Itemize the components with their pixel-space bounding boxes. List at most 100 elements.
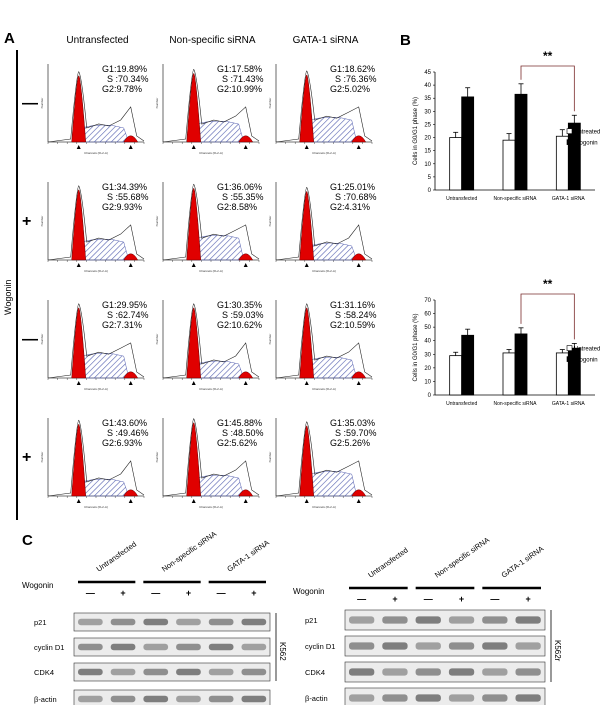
- phase-percentages: G1:17.58% S :71.43% G2:10.99%: [217, 64, 264, 94]
- bar: [555, 352, 569, 396]
- legend-label: Untreated: [574, 347, 600, 353]
- phase-percentages: G1:18.62% S :76.36% G2:5.02%: [330, 64, 377, 94]
- protein-band: [208, 668, 234, 676]
- histogram-x-label: Channels (FL2-A): [84, 151, 108, 155]
- histogram-y-label: Number: [268, 452, 272, 463]
- histogram-y-label: Number: [268, 216, 272, 227]
- histogram-x-label: Channels (FL2-A): [312, 505, 336, 509]
- treatment-label: Wogonin: [293, 587, 324, 596]
- histogram-y-label: Number: [155, 98, 159, 109]
- y-tick-label: 25: [424, 122, 431, 128]
- bar: [502, 139, 516, 191]
- protein-band: [448, 694, 475, 702]
- histogram-y-label: Number: [40, 334, 44, 345]
- protein-band: [515, 642, 541, 650]
- bar: [514, 333, 528, 396]
- protein-label: p21: [305, 616, 318, 625]
- protein-band: [78, 643, 103, 651]
- bar: [449, 137, 463, 191]
- panel-a-label: A: [4, 30, 15, 47]
- protein-band: [515, 616, 541, 624]
- protein-band: [241, 618, 267, 626]
- protein-band: [176, 668, 201, 676]
- lane-sign: +: [459, 594, 464, 604]
- y-tick-label: 0: [428, 188, 432, 194]
- protein-band: [382, 616, 408, 624]
- category-label: Non-specific siRNA: [493, 196, 537, 202]
- y-tick-label: 30: [424, 352, 431, 358]
- protein-label: p21: [34, 618, 47, 627]
- protein-band: [143, 668, 169, 676]
- phase-percentages: G1:36.06% S :55.35% G2:8.58%: [217, 182, 264, 212]
- cell-cycle-histogram: Channels (FL2-A) Number: [268, 418, 373, 509]
- histogram-x-label: Channels (FL2-A): [312, 269, 336, 273]
- protein-band: [415, 694, 441, 702]
- protein-band: [208, 643, 234, 651]
- significance-bracket: [520, 293, 575, 340]
- group-label: Untransfected: [95, 539, 138, 573]
- histogram-y-label: Number: [40, 216, 44, 227]
- cell-line-label: K562r: [553, 640, 562, 662]
- lane-sign: —: [490, 594, 499, 604]
- histogram-y-label: Number: [268, 98, 272, 109]
- protein-band: [382, 642, 408, 650]
- protein-band: [482, 668, 508, 676]
- protein-band: [78, 668, 103, 676]
- y-axis-label: Cells in G0/G1 phase (%): [413, 313, 419, 381]
- lane-sign: —: [151, 588, 160, 598]
- protein-band: [415, 616, 441, 624]
- cell-cycle-histogram: Channels (FL2-A) Number: [268, 182, 373, 273]
- lane-sign: +: [120, 588, 125, 598]
- blot-strip: [73, 637, 271, 657]
- significance-marker: **: [543, 49, 553, 63]
- protein-band: [143, 618, 169, 626]
- histogram-y-label: Number: [40, 452, 44, 463]
- lane-sign: —: [86, 588, 95, 598]
- y-tick-label: 10: [424, 162, 431, 168]
- protein-band: [208, 618, 234, 626]
- category-label: GATA-1 siRNA: [552, 196, 586, 202]
- protein-label: CDK4: [34, 668, 54, 677]
- panel-b-label: B: [400, 32, 411, 49]
- y-tick-label: 40: [424, 339, 431, 345]
- protein-band: [382, 694, 408, 702]
- bar: [514, 93, 528, 191]
- protein-band: [482, 616, 508, 624]
- protein-label: cyclin D1: [305, 642, 335, 651]
- histogram-y-label: Number: [155, 334, 159, 345]
- protein-band: [143, 695, 169, 703]
- y-tick-label: 5: [428, 175, 432, 181]
- phase-percentages: G1:31.16% S :58.24% G2:10.59%: [330, 300, 377, 330]
- protein-band: [78, 618, 103, 626]
- blot-strip: [73, 612, 271, 632]
- blot-strip: [344, 661, 546, 683]
- protein-band: [515, 694, 541, 702]
- histogram-x-label: Channels (FL2-A): [199, 151, 223, 155]
- category-label: Untransfected: [446, 196, 477, 202]
- protein-band: [448, 642, 475, 650]
- bar: [502, 352, 516, 396]
- column-header: Untransfected: [66, 35, 129, 46]
- protein-band: [110, 618, 136, 626]
- y-tick-label: 0: [428, 393, 432, 399]
- histogram-x-label: Channels (FL2-A): [312, 387, 336, 391]
- protein-band: [241, 668, 267, 676]
- legend-swatch: [566, 356, 573, 362]
- histogram-y-label: Number: [268, 334, 272, 345]
- protein-label: β-actin: [34, 695, 57, 704]
- y-tick-label: 45: [424, 70, 431, 76]
- blot-strip: [344, 609, 546, 631]
- cell-line-label: K562: [278, 642, 287, 661]
- protein-band: [415, 668, 441, 676]
- protein-band: [482, 642, 508, 650]
- cell-cycle-histogram: Channels (FL2-A) Number: [40, 64, 145, 155]
- wogonin-sign: +: [22, 213, 32, 230]
- protein-band: [241, 643, 267, 651]
- histogram-x-label: Channels (FL2-A): [199, 269, 223, 273]
- legend-swatch: [566, 345, 573, 351]
- histogram-x-label: Channels (FL2-A): [199, 387, 223, 391]
- bar-chart-bottom: 0 10 20 30 40 50 60 70 Cells in G0/G1 phase (%) U…: [413, 277, 600, 407]
- cell-cycle-histogram: Channels (FL2-A) Number: [268, 64, 373, 155]
- y-tick-label: 50: [424, 325, 431, 331]
- cell-cycle-histogram: Channels (FL2-A) Number: [155, 182, 260, 273]
